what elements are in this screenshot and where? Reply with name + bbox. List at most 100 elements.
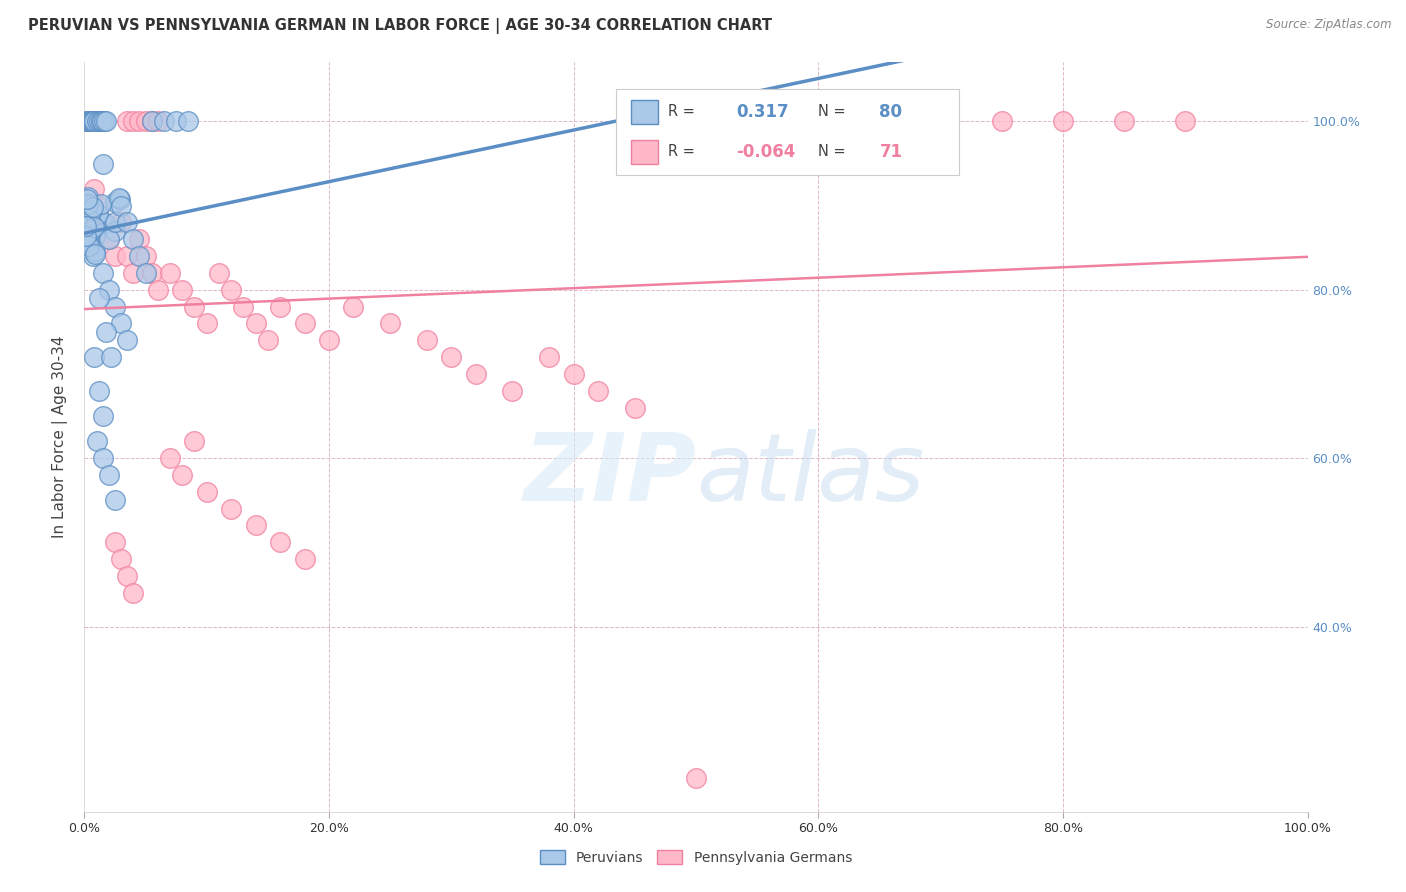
Point [79,212,101,227]
Point [83,114,105,128]
Text: atlas: atlas [696,429,924,520]
Point [96,325,118,339]
Point [245,518,267,533]
Point [115,569,138,583]
Legend: Peruvians, Pennsylvania Germans: Peruvians, Pennsylvania Germans [540,850,852,864]
Point [87,291,110,305]
Point [91,409,114,423]
Point [146,114,169,128]
Point [83,228,105,243]
Text: N =: N = [818,145,846,159]
Y-axis label: In Labor Force | Age 30-34: In Labor Force | Age 30-34 [52,335,69,539]
Point [128,114,150,128]
Text: 0.317: 0.317 [737,103,789,121]
Point [86,114,108,128]
Point [929,114,952,128]
Point [94,215,117,229]
Point [219,283,242,297]
Point [1174,114,1197,128]
Point [77,190,100,204]
Text: 80: 80 [880,103,903,121]
Point [464,367,486,381]
Point [232,300,254,314]
Point [141,114,163,128]
Text: R =: R = [668,104,695,120]
Point [77,114,100,128]
Point [83,182,105,196]
Point [146,283,169,297]
Point [183,434,205,449]
Point [91,266,114,280]
Point [91,451,114,466]
Point [502,384,524,398]
Point [416,333,439,347]
Point [104,300,127,314]
Point [208,266,231,280]
Point [807,114,830,128]
Point [110,317,132,331]
Point [159,266,181,280]
Point [77,239,100,253]
Point [79,227,101,242]
Point [82,200,104,214]
Point [100,350,122,364]
Point [219,501,242,516]
Text: Source: ZipAtlas.com: Source: ZipAtlas.com [1267,18,1392,31]
Point [135,249,157,263]
Point [245,317,267,331]
Point [122,114,145,128]
Point [76,236,98,251]
Point [83,114,105,128]
Point [172,283,194,297]
Point [110,552,132,566]
Point [80,114,103,128]
Point [135,114,157,128]
Point [177,114,200,128]
Point [75,242,97,256]
Point [108,193,131,207]
Point [76,192,98,206]
Point [77,114,100,128]
Point [318,333,340,347]
Point [82,114,104,128]
Point [80,203,103,218]
Point [104,224,127,238]
Point [135,266,157,280]
Point [128,249,150,263]
Point [1114,114,1136,128]
Point [195,484,218,499]
Point [83,220,105,235]
Point [91,157,114,171]
Text: 71: 71 [880,143,903,161]
Point [76,114,98,128]
Point [440,350,463,364]
Point [83,247,105,261]
Point [269,535,291,549]
Point [294,317,316,331]
Point [76,211,98,225]
Point [91,215,114,229]
Point [77,227,100,241]
FancyBboxPatch shape [616,88,959,175]
Point [93,114,115,128]
Point [115,114,138,128]
Point [104,249,127,263]
Point [159,451,181,466]
Point [586,384,609,398]
Point [97,283,120,297]
Point [83,219,105,234]
Point [104,493,127,508]
Point [122,266,145,280]
Point [76,114,98,128]
Point [104,195,127,210]
Point [80,114,103,128]
Point [86,207,108,221]
Point [380,317,402,331]
Point [991,114,1014,128]
Point [183,300,205,314]
Point [1052,114,1074,128]
Point [83,350,105,364]
Point [76,234,98,248]
Point [342,300,364,314]
Point [87,114,110,128]
